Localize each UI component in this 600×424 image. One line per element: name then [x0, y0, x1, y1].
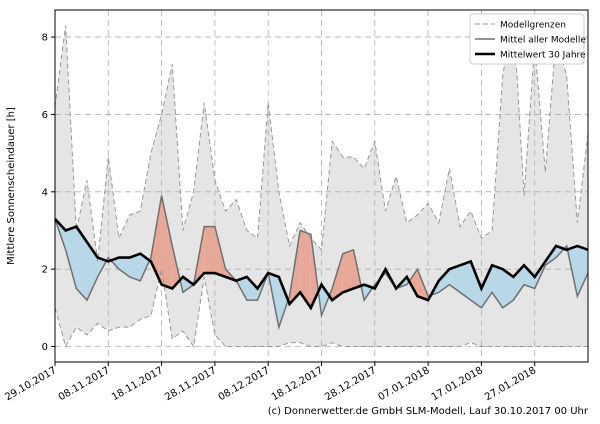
x-tick-label: 29.10.2017	[3, 365, 58, 403]
difference-fill	[524, 265, 535, 289]
y-tick-label: 8	[42, 33, 48, 44]
range-fill	[55, 13, 588, 347]
difference-fill	[182, 276, 194, 293]
legend-label: Mittelwert 30 Jahre	[500, 51, 586, 61]
legend-label: Mittel aller Modelle	[500, 36, 586, 46]
difference-fill	[460, 261, 471, 301]
difference-fill	[129, 253, 141, 281]
x-tick-label: 18.11.2017	[110, 365, 165, 403]
difference-fill	[332, 253, 343, 301]
x-tick-label: 18.12.2017	[270, 365, 325, 403]
difference-fill	[118, 257, 130, 277]
series-line	[54, 217, 589, 311]
difference-fill	[76, 226, 87, 301]
x-tick-label: 08.11.2017	[57, 365, 112, 403]
difference-fill	[577, 245, 588, 297]
x-tick-label: 07.01.2018	[377, 365, 432, 403]
difference-fill	[65, 226, 77, 289]
x-tick-label: 27.01.2018	[483, 365, 538, 403]
difference-fill	[150, 195, 162, 285]
legend-label: Modellgrenzen	[500, 21, 566, 31]
difference-fill	[86, 242, 98, 301]
x-tick-label: 17.01.2018	[430, 365, 485, 403]
y-tick-label: 4	[42, 187, 48, 198]
difference-fill	[513, 265, 525, 301]
difference-fill	[342, 249, 354, 293]
difference-fill	[246, 276, 258, 301]
difference-fill	[409, 269, 418, 297]
difference-fill	[449, 265, 461, 293]
difference-fill	[300, 230, 311, 308]
difference-fill	[470, 261, 482, 308]
legend-box	[469, 13, 585, 65]
range-upper-line	[54, 13, 589, 262]
y-axis-label: Mittlere Sonnenscheindauer [h]	[6, 107, 17, 265]
series-line	[54, 195, 589, 331]
difference-fill	[502, 269, 514, 308]
plot-frame	[54, 9, 589, 363]
difference-fill	[278, 276, 289, 328]
difference-fill	[481, 265, 493, 308]
x-tick-label: 28.11.2017	[163, 365, 218, 403]
x-tick-label: 28.12.2017	[323, 365, 378, 403]
difference-fill	[492, 265, 503, 308]
y-tick-label: 2	[42, 265, 48, 276]
y-tick-label: 0	[42, 342, 48, 353]
difference-fill	[161, 195, 173, 289]
x-tick-label: 08.12.2017	[217, 365, 272, 403]
y-tick-label: 6	[42, 110, 48, 121]
footer: (c) Donnerwetter.de GmbH SLM-Modell, Lau…	[268, 406, 589, 417]
difference-fill	[321, 284, 330, 316]
difference-fill	[204, 226, 215, 274]
range-lower-line	[54, 269, 588, 348]
